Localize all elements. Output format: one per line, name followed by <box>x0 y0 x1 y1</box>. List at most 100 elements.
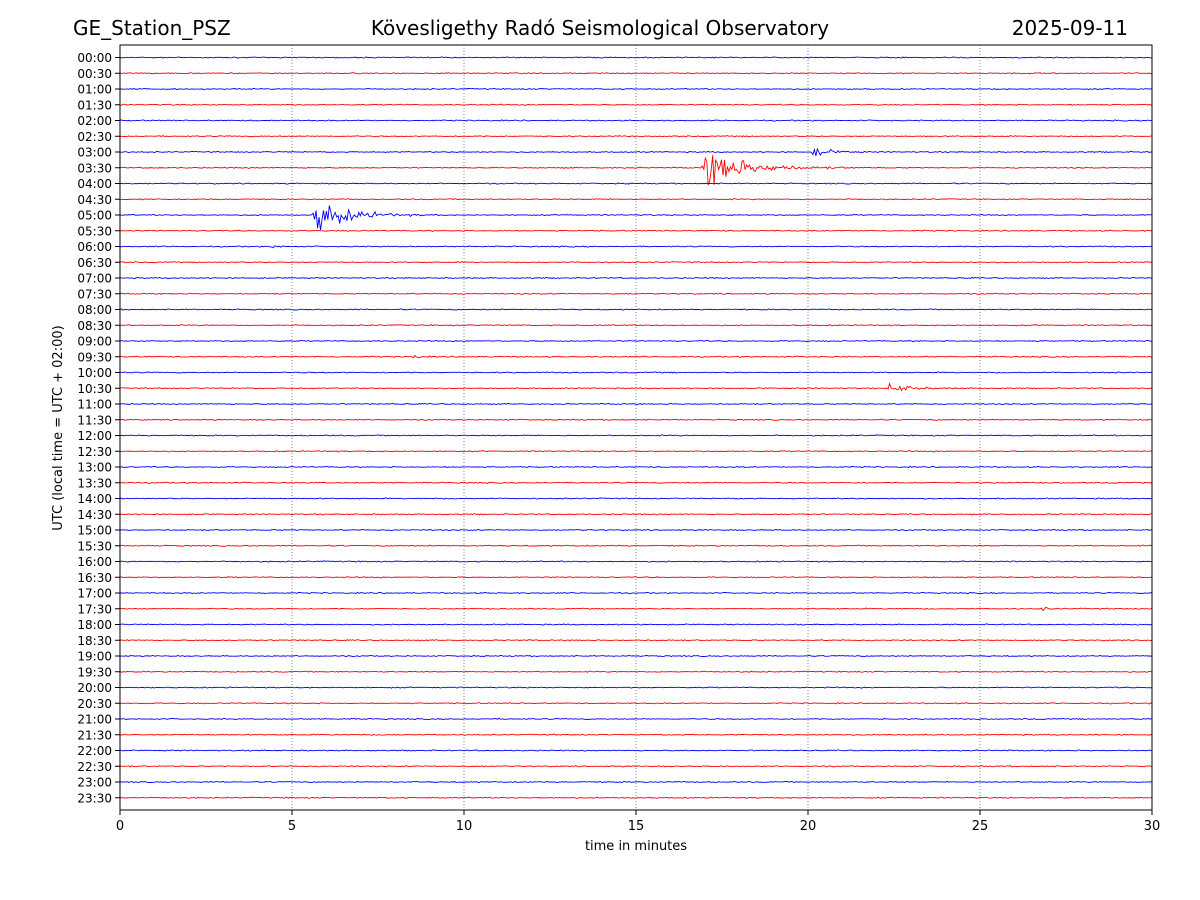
trace-1430 <box>119 513 1153 516</box>
x-tick-label: 30 <box>1144 819 1161 834</box>
trace-1230 <box>119 450 1153 453</box>
date-label: 2025-09-11 <box>1011 16 1128 40</box>
row-tick-label: 00:00 <box>77 51 112 65</box>
trace-0600 <box>119 245 1153 249</box>
x-tick-label: 10 <box>456 819 473 834</box>
row-tick-label: 20:30 <box>77 697 112 711</box>
row-tick-label: 13:30 <box>77 476 112 490</box>
trace-2330 <box>119 796 1153 800</box>
trace-0730 <box>119 292 1153 295</box>
row-tick-label: 05:00 <box>77 209 112 223</box>
x-tick-label: 0 <box>116 819 124 834</box>
trace-0400 <box>119 182 1153 185</box>
trace-0300 <box>119 147 1153 157</box>
trace-2030 <box>119 701 1153 705</box>
row-tick-label: 19:30 <box>77 665 112 679</box>
row-tick-label: 17:30 <box>77 602 112 616</box>
row-tick-label: 07:00 <box>77 272 112 286</box>
trace-0530 <box>119 229 1153 232</box>
row-tick-label: 12:30 <box>77 445 112 459</box>
row-tick-label: 06:00 <box>77 240 112 254</box>
trace-0200 <box>119 119 1153 122</box>
row-tick-label: 22:30 <box>77 760 112 774</box>
row-tick-label: 12:00 <box>77 429 112 443</box>
trace-0630 <box>119 261 1153 264</box>
row-tick-label: 16:00 <box>77 555 112 569</box>
row-tick-label: 14:00 <box>77 492 112 506</box>
trace-1630 <box>119 576 1153 579</box>
row-tick-label: 02:30 <box>77 130 112 144</box>
row-tick-label: 08:30 <box>77 319 112 333</box>
trace-0800 <box>119 308 1153 311</box>
row-tick-label: 03:00 <box>77 146 112 160</box>
trace-2130 <box>119 733 1153 736</box>
row-tick-label: 07:30 <box>77 287 112 301</box>
row-tick-label: 18:30 <box>77 634 112 648</box>
row-tick-label: 05:30 <box>77 224 112 238</box>
trace-1730 <box>119 606 1153 612</box>
row-tick-label: 21:00 <box>77 713 112 727</box>
x-tick-label: 25 <box>972 819 989 834</box>
x-tick-label: 15 <box>628 819 645 834</box>
trace-1830 <box>119 639 1153 642</box>
trace-1100 <box>119 402 1153 406</box>
x-tick-label: 20 <box>800 819 817 834</box>
trace-0930 <box>119 354 1153 359</box>
trace-0230 <box>119 135 1153 138</box>
trace-1400 <box>119 497 1153 500</box>
trace-2000 <box>119 686 1153 689</box>
trace-0430 <box>119 198 1153 201</box>
row-tick-label: 19:00 <box>77 650 112 664</box>
x-tick-label: 5 <box>288 819 296 834</box>
trace-1330 <box>119 481 1153 485</box>
trace-2300 <box>119 780 1153 784</box>
trace-group <box>119 56 1153 800</box>
row-tick-label: 01:30 <box>77 98 112 112</box>
x-axis-label: time in minutes <box>585 839 687 854</box>
trace-1900 <box>119 654 1153 658</box>
row-tick-label: 00:30 <box>77 67 112 81</box>
row-tick-label: 18:00 <box>77 618 112 632</box>
row-tick-label: 10:30 <box>77 382 112 396</box>
row-tick-label: 11:30 <box>77 413 112 427</box>
row-tick-label: 20:00 <box>77 681 112 695</box>
row-tick-label: 23:00 <box>77 776 112 790</box>
trace-1200 <box>119 434 1153 437</box>
trace-1530 <box>119 544 1153 547</box>
chart-title: Kövesligethy Radó Seismological Observat… <box>370 16 830 40</box>
trace-0500 <box>119 205 1153 231</box>
trace-2200 <box>119 749 1153 752</box>
trace-1700 <box>119 591 1153 595</box>
trace-0900 <box>119 339 1153 343</box>
y-axis-label: UTC (local time = UTC + 02:00) <box>51 325 66 530</box>
row-tick-label: 01:00 <box>77 83 112 97</box>
trace-1130 <box>119 418 1153 421</box>
row-tick-label: 09:30 <box>77 350 112 364</box>
grid-lines <box>291 45 981 810</box>
row-tick-label: 23:30 <box>77 791 112 805</box>
row-tick-label: 13:00 <box>77 461 112 475</box>
x-tick-labels: 0 5 10 15 20 25 30 <box>116 810 1160 834</box>
row-tick-label: 09:00 <box>77 335 112 349</box>
trace-1500 <box>119 528 1153 532</box>
row-tick-label: 04:00 <box>77 177 112 191</box>
trace-0130 <box>119 103 1153 106</box>
trace-2100 <box>119 717 1153 721</box>
trace-1800 <box>119 623 1153 626</box>
trace-1930 <box>119 670 1153 673</box>
row-tick-label: 03:30 <box>77 161 112 175</box>
row-tick-label: 14:30 <box>77 508 112 522</box>
row-tick-label: 21:30 <box>77 728 112 742</box>
trace-0030 <box>119 72 1153 75</box>
row-tick-label: 11:00 <box>77 398 112 412</box>
trace-0000 <box>119 56 1153 59</box>
station-label: GE_Station_PSZ <box>73 16 231 40</box>
trace-0830 <box>119 324 1153 327</box>
trace-1300 <box>119 465 1153 469</box>
trace-0700 <box>119 276 1153 280</box>
trace-1600 <box>119 560 1153 563</box>
row-tick-label: 04:30 <box>77 193 112 207</box>
trace-1000 <box>119 371 1153 374</box>
